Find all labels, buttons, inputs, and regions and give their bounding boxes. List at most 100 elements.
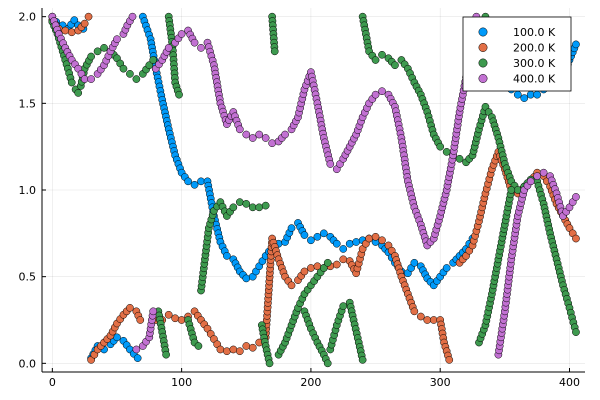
data-point (436, 142, 445, 151)
data-point (261, 201, 270, 210)
data-point (229, 345, 238, 354)
data-point (526, 177, 535, 186)
data-point (197, 177, 205, 186)
data-point (572, 234, 580, 243)
data-point (429, 316, 438, 324)
data-point (128, 12, 137, 21)
data-point (307, 264, 315, 272)
data-point (255, 130, 264, 139)
data-point (235, 198, 244, 206)
data-point (87, 75, 95, 83)
data-point (197, 44, 205, 52)
series-300-0-k (48, 12, 580, 368)
x-tick-label: 0 (49, 376, 56, 389)
data-point (371, 232, 380, 241)
data-point (229, 203, 238, 212)
data-point (164, 44, 173, 52)
data-point (242, 130, 251, 139)
data-point (70, 16, 79, 24)
data-point (136, 316, 145, 324)
data-point (84, 12, 93, 21)
data-point (339, 245, 348, 253)
x-tick-label: 300 (430, 376, 451, 389)
legend-marker (478, 43, 488, 52)
data-point (332, 260, 341, 269)
data-point (442, 148, 451, 156)
data-point (87, 52, 95, 61)
data-point (67, 28, 76, 37)
data-point (119, 64, 128, 73)
data-point (126, 70, 134, 78)
data-point (93, 47, 102, 56)
data-point (177, 316, 186, 324)
data-point (194, 342, 203, 350)
data-point (242, 274, 251, 283)
data-point (352, 238, 361, 246)
data-point (539, 168, 548, 177)
x-tick-label: 400 (559, 376, 580, 389)
data-point (255, 203, 264, 212)
data-point (378, 236, 386, 245)
legend-label: 300.0 K (513, 57, 556, 70)
y-tick-label: 1.0 (19, 184, 37, 197)
data-point (177, 30, 186, 38)
data-point (162, 350, 170, 359)
data-point (319, 264, 328, 272)
data-point (132, 345, 141, 354)
data-point (339, 302, 348, 310)
data-point (378, 87, 386, 96)
data-point (371, 56, 380, 64)
legend-label: 200.0 K (513, 42, 556, 55)
data-point (67, 78, 76, 87)
data-point (300, 267, 309, 276)
data-point (248, 343, 257, 352)
data-point (242, 200, 251, 208)
data-point (261, 134, 270, 142)
x-tick-label: 200 (300, 376, 321, 389)
data-point (126, 304, 134, 312)
data-point (281, 130, 289, 139)
data-point (358, 356, 367, 364)
data-point (371, 90, 380, 99)
data-point (100, 44, 108, 52)
data-point (391, 61, 399, 70)
data-point (572, 328, 580, 336)
data-point (572, 40, 580, 49)
data-point (323, 359, 332, 368)
data-point (507, 186, 516, 194)
data-point (265, 359, 274, 368)
data-point (235, 125, 244, 134)
legend-marker (478, 27, 488, 37)
data-point (242, 342, 251, 350)
data-point (164, 310, 173, 319)
legend-label: 100.0 K (513, 26, 556, 39)
data-point (190, 180, 199, 189)
data-point (80, 19, 89, 28)
data-point (268, 139, 276, 148)
axes (41, 8, 585, 373)
data-point (572, 193, 580, 201)
data-point (149, 56, 158, 64)
data-point (248, 134, 257, 142)
data-point (378, 50, 386, 59)
data-point (323, 258, 332, 267)
data-point (223, 347, 231, 356)
data-point (184, 177, 192, 186)
data-point (455, 154, 464, 163)
data-point (235, 347, 244, 356)
data-point (332, 239, 341, 248)
data-point (74, 89, 83, 97)
y-tick-label: 2.0 (19, 11, 37, 24)
legend: 100.0 K 200.0 K 300.0 K 400.0 K (462, 16, 572, 92)
data-point (533, 90, 542, 99)
tick-labels: 0 100 200 300 400 0.0 0.5 1.0 1.5 2.0 (19, 11, 580, 389)
data-point (442, 264, 451, 272)
data-point (287, 224, 296, 232)
data-point (132, 75, 141, 83)
data-point (287, 281, 296, 290)
data-point (300, 231, 309, 239)
data-point (149, 307, 158, 316)
data-point (216, 345, 225, 354)
data-point (270, 47, 279, 56)
